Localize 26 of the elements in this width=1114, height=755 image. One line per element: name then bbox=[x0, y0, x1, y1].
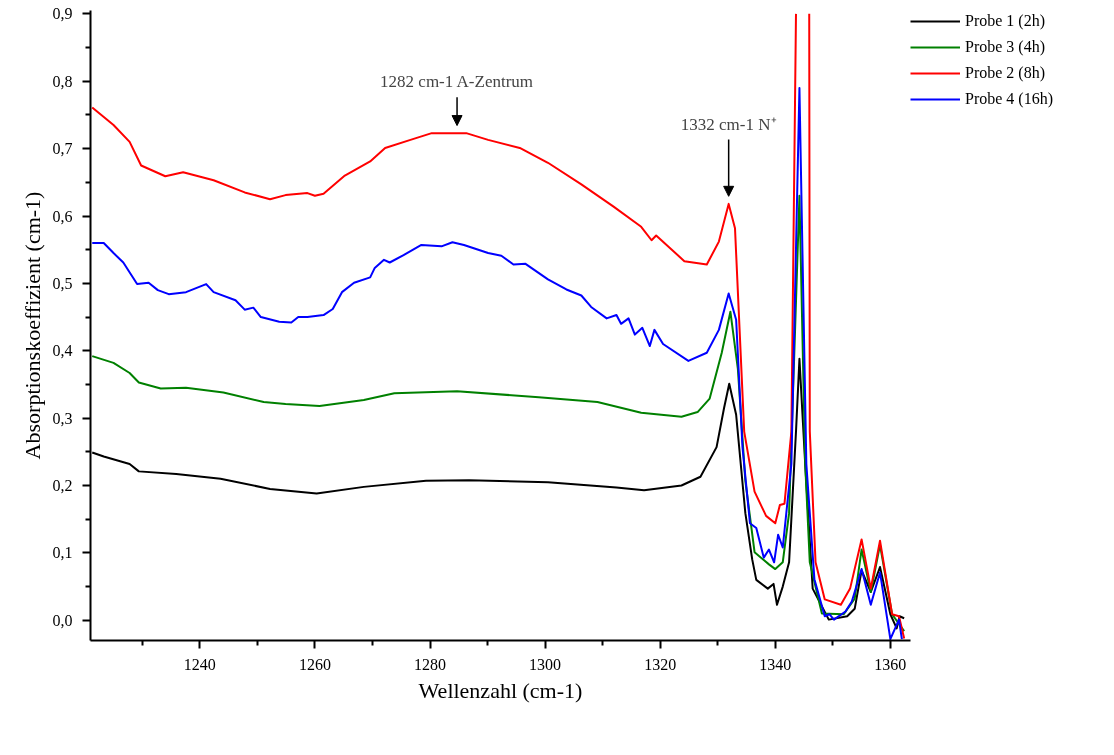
y-tick-label: 0,0 bbox=[52, 611, 73, 629]
y-axis-title: Absorptionskoeffizient (cm-1) bbox=[19, 191, 45, 460]
x-tick-label: 1240 bbox=[183, 655, 216, 673]
y-tick-label: 0,8 bbox=[52, 72, 73, 90]
y-tick-label: 0,3 bbox=[52, 409, 73, 427]
x-tick-label: 1280 bbox=[414, 655, 447, 673]
y-tick-label: 0,1 bbox=[52, 544, 73, 562]
y-tick-label: 0,7 bbox=[52, 140, 73, 158]
x-tick-label: 1320 bbox=[644, 655, 677, 673]
legend-label: Probe 4 (16h) bbox=[965, 89, 1053, 110]
x-tick-label: 1360 bbox=[874, 655, 907, 673]
x-tick-label: 1340 bbox=[759, 655, 792, 673]
x-tick-label: 1300 bbox=[529, 655, 562, 673]
y-tick-label: 0,2 bbox=[52, 477, 73, 495]
x-tick-label: 1260 bbox=[298, 655, 331, 673]
annotation: 1282 cm-1 A-Zentrum bbox=[380, 72, 534, 92]
annotation: 1332 cm-1 N⁺ bbox=[680, 114, 777, 134]
legend-label: Probe 3 (4h) bbox=[965, 37, 1045, 58]
y-tick-label: 0,5 bbox=[52, 274, 73, 292]
line-series bbox=[91, 194, 906, 633]
y-tick-label: 0,6 bbox=[52, 207, 73, 225]
legend-label: Probe 1 (2h) bbox=[965, 11, 1045, 32]
legend-label: Probe 2 (8h) bbox=[965, 63, 1045, 84]
x-axis-title: Wellenzahl (cm-1) bbox=[418, 677, 583, 703]
y-tick-label: 0,9 bbox=[52, 5, 73, 23]
y-tick-label: 0,4 bbox=[52, 342, 73, 360]
